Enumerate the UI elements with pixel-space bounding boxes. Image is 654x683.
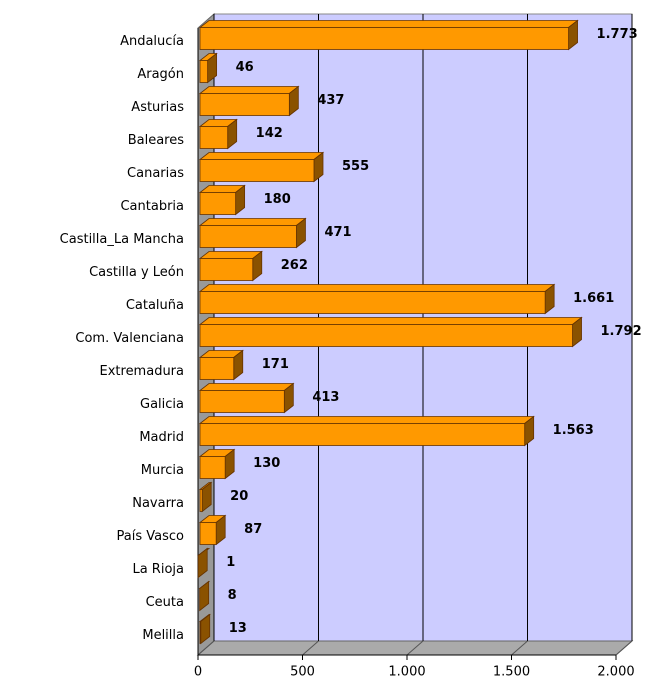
floor-grid bbox=[615, 640, 633, 656]
x-tick-label: 1.000 bbox=[388, 665, 425, 680]
bar bbox=[199, 423, 526, 446]
bar bbox=[199, 522, 217, 545]
bar bbox=[199, 390, 285, 413]
bar bbox=[199, 489, 203, 512]
y-tick-label: Com. Valenciana bbox=[75, 331, 184, 346]
bar-top bbox=[198, 317, 583, 325]
y-tick-label: Aragón bbox=[137, 67, 184, 82]
bar bbox=[199, 225, 297, 248]
y-tick-label: Cataluña bbox=[126, 298, 184, 313]
value-label: 20 bbox=[230, 489, 248, 504]
floor-grid bbox=[197, 640, 215, 656]
bar bbox=[199, 27, 569, 50]
x-tick-label: 500 bbox=[290, 665, 315, 680]
value-label: 1 bbox=[226, 555, 235, 570]
x-tick-label: 0 bbox=[194, 665, 202, 680]
value-label: 1.661 bbox=[573, 291, 614, 306]
y-tick-label: Asturias bbox=[131, 100, 184, 115]
bar bbox=[199, 159, 315, 182]
value-label: 1.792 bbox=[601, 324, 642, 339]
bar bbox=[199, 621, 202, 644]
y-tick-label: Madrid bbox=[139, 430, 184, 445]
value-label: 437 bbox=[317, 93, 344, 108]
floor-grid bbox=[511, 640, 528, 656]
bar-top bbox=[198, 152, 325, 160]
bar-top bbox=[198, 20, 579, 28]
bar bbox=[199, 357, 235, 380]
bar-side bbox=[199, 580, 210, 612]
y-tick-label: Baleares bbox=[128, 133, 185, 148]
bar bbox=[199, 258, 254, 281]
bar-top bbox=[198, 416, 535, 424]
floor-grid bbox=[406, 640, 424, 656]
bar bbox=[199, 60, 209, 83]
bar-top bbox=[198, 251, 263, 259]
value-label: 171 bbox=[262, 357, 289, 372]
bar-top bbox=[198, 86, 300, 94]
y-tick-label: Castilla_La Mancha bbox=[60, 232, 184, 247]
bar-top bbox=[198, 218, 307, 226]
bar bbox=[199, 126, 229, 149]
y-tick-label: Ceuta bbox=[146, 595, 184, 610]
y-tick-label: Castilla y León bbox=[89, 265, 184, 280]
bar-top bbox=[198, 383, 295, 391]
y-tick-label: Canarias bbox=[127, 166, 184, 181]
value-label: 13 bbox=[229, 621, 247, 636]
x-tick-label: 1.500 bbox=[493, 665, 530, 680]
bar bbox=[199, 192, 237, 215]
value-label: 1.773 bbox=[597, 27, 638, 42]
value-label: 142 bbox=[256, 126, 283, 141]
value-label: 413 bbox=[312, 390, 339, 405]
x-tick-label: 2.000 bbox=[597, 665, 634, 680]
value-label: 87 bbox=[244, 522, 262, 537]
y-tick-label: Galicia bbox=[140, 397, 184, 412]
bar bbox=[199, 456, 226, 479]
value-label: 46 bbox=[236, 60, 254, 75]
value-label: 555 bbox=[342, 159, 369, 174]
y-tick-label: Melilla bbox=[142, 628, 184, 643]
y-tick-label: Cantabria bbox=[120, 199, 184, 214]
value-label: 180 bbox=[264, 192, 291, 207]
y-tick-label: Extremadura bbox=[100, 364, 185, 379]
bar bbox=[199, 93, 290, 116]
y-tick-label: País Vasco bbox=[117, 529, 185, 544]
bar bbox=[199, 324, 573, 347]
value-label: 8 bbox=[228, 588, 237, 603]
value-label: 262 bbox=[281, 258, 308, 273]
value-label: 471 bbox=[324, 225, 351, 240]
y-tick-label: La Rioja bbox=[132, 562, 184, 577]
y-tick-label: Murcia bbox=[141, 463, 184, 478]
value-label: 130 bbox=[253, 456, 280, 471]
bar-side bbox=[197, 547, 208, 579]
bar bbox=[199, 291, 546, 314]
bar-top bbox=[198, 284, 556, 292]
y-tick-label: Navarra bbox=[132, 496, 184, 511]
value-label: 1.563 bbox=[553, 423, 594, 438]
floor-grid bbox=[302, 640, 319, 656]
y-tick-label: Andalucía bbox=[120, 34, 184, 49]
